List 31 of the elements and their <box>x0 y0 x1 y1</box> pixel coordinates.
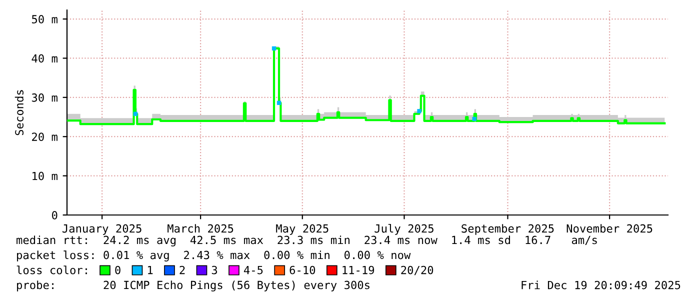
point <box>133 112 138 116</box>
legend-label: 0 <box>115 266 120 274</box>
y-axis-title: Seconds <box>14 90 24 136</box>
text: Fri Dec 19 20:09:49 2025 <box>522 280 680 290</box>
point <box>472 116 476 122</box>
text: packet loss: 0.01 % avg 2.43 % max 0.00 % min 0.00 % now <box>17 250 411 262</box>
x-tick-label: May 2025 <box>276 224 328 235</box>
legend-label: 6-10 <box>290 266 316 274</box>
x-tick-label: September 2025 <box>462 224 554 235</box>
legend-title: loss color: <box>16 266 87 274</box>
y-tick-label: 40 m <box>32 54 58 63</box>
legend-label: 20/20 <box>401 266 434 276</box>
point <box>417 109 422 114</box>
text: probe: 20 ICMP Echo Pings (56 Bytes) every 300s <box>17 280 370 292</box>
y-tick-label: 50 m <box>32 15 58 24</box>
y-tick-label: 10 m <box>32 172 58 180</box>
x-tick-label: July 2025 <box>374 224 434 235</box>
legend-label: 3 <box>212 266 218 274</box>
point <box>272 46 276 50</box>
legend-label: 1 <box>148 266 153 274</box>
legend-label: 4-5 <box>244 266 263 274</box>
legend-label: 2 <box>180 266 185 274</box>
y-tick-label: 30 m <box>32 93 58 102</box>
text: median rtt: 24.2 ms avg 42.5 ms max 23.3 ms min 23.4 ms now 1.4 ms sd 16.7 am/s <box>16 236 597 246</box>
point <box>276 100 282 105</box>
y-tick-label: 20 m <box>32 132 58 142</box>
x-tick-label: November 2025 <box>566 224 652 233</box>
x-tick-label: January 2025 <box>62 224 142 235</box>
x-tick-label: March 2025 <box>168 224 234 233</box>
legend-label: 11-19 <box>342 266 374 274</box>
y-tick-label: 0 <box>52 211 58 220</box>
